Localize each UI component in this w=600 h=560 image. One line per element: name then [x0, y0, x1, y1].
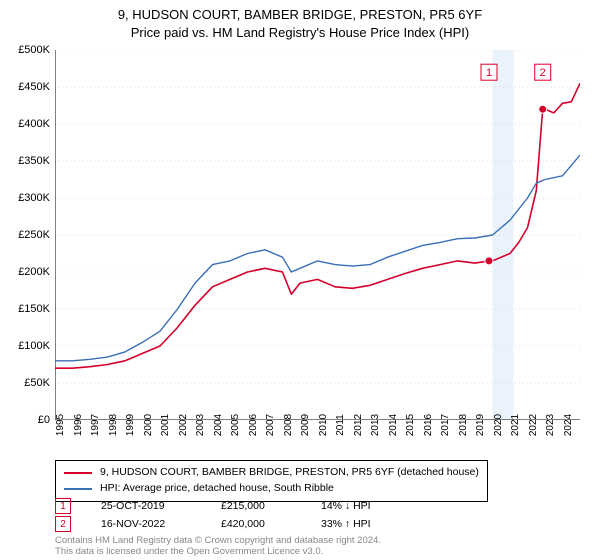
- x-tick-label: 1999: [125, 414, 136, 436]
- sale-marker: 1: [55, 498, 71, 514]
- x-tick-label: 2019: [475, 414, 486, 436]
- sale-price: £420,000: [221, 518, 291, 530]
- credits-line: This data is licensed under the Open Gov…: [55, 546, 381, 557]
- sale-row: 1 25-OCT-2019 £215,000 14% ↓ HPI: [55, 498, 411, 514]
- x-tick-label: 2007: [265, 414, 276, 436]
- x-tick-label: 2001: [160, 414, 171, 436]
- x-tick-label: 2020: [493, 414, 504, 436]
- x-tick-label: 2016: [423, 414, 434, 436]
- y-tick-label: £200K: [0, 266, 50, 278]
- x-tick-label: 2008: [283, 414, 294, 436]
- sale-marker: 2: [55, 516, 71, 532]
- x-tick-label: 2023: [545, 414, 556, 436]
- sale-date: 25-OCT-2019: [101, 500, 191, 512]
- y-tick-label: £450K: [0, 81, 50, 93]
- x-tick-label: 2018: [458, 414, 469, 436]
- x-tick-label: 1996: [73, 414, 84, 436]
- x-tick-label: 2000: [143, 414, 154, 436]
- x-tick-label: 1997: [90, 414, 101, 436]
- x-tick-label: 2011: [335, 414, 346, 436]
- y-tick-label: £250K: [0, 229, 50, 241]
- x-tick-label: 1995: [55, 414, 66, 436]
- legend-label: 9, HUDSON COURT, BAMBER BRIDGE, PRESTON,…: [100, 465, 479, 481]
- x-tick-label: 2015: [405, 414, 416, 436]
- title-subtitle: Price paid vs. HM Land Registry's House …: [0, 24, 600, 42]
- chart-header: 9, HUDSON COURT, BAMBER BRIDGE, PRESTON,…: [0, 0, 600, 42]
- y-tick-label: £150K: [0, 303, 50, 315]
- y-tick-label: £100K: [0, 340, 50, 352]
- legend-swatch: [64, 488, 92, 490]
- x-tick-label: 2006: [248, 414, 259, 436]
- x-tick-label: 2004: [213, 414, 224, 436]
- sale-pct: 14% ↓ HPI: [321, 500, 411, 512]
- x-tick-label: 2024: [563, 414, 574, 436]
- x-tick-label: 2009: [300, 414, 311, 436]
- sale-pct: 33% ↑ HPI: [321, 518, 411, 530]
- x-tick-label: 2021: [510, 414, 521, 436]
- legend-swatch: [64, 472, 92, 474]
- x-tick-label: 2014: [388, 414, 399, 436]
- sale-price: £215,000: [221, 500, 291, 512]
- sales-table: 1 25-OCT-2019 £215,000 14% ↓ HPI 2 16-NO…: [55, 498, 411, 534]
- svg-text:1: 1: [486, 67, 492, 79]
- x-tick-label: 2022: [528, 414, 539, 436]
- svg-text:2: 2: [540, 67, 546, 79]
- y-tick-label: £300K: [0, 192, 50, 204]
- legend: 9, HUDSON COURT, BAMBER BRIDGE, PRESTON,…: [55, 460, 488, 502]
- legend-label: HPI: Average price, detached house, Sout…: [100, 481, 334, 497]
- legend-item: HPI: Average price, detached house, Sout…: [64, 481, 479, 497]
- credits-line: Contains HM Land Registry data © Crown c…: [55, 535, 381, 546]
- sale-date: 16-NOV-2022: [101, 518, 191, 530]
- x-tick-label: 2002: [178, 414, 189, 436]
- chart-svg: 12: [55, 50, 580, 420]
- chart-plot-area: 12 £0£50K£100K£150K£200K£250K£300K£350K£…: [55, 50, 580, 420]
- x-tick-label: 2010: [318, 414, 329, 436]
- x-tick-label: 1998: [108, 414, 119, 436]
- y-tick-label: £350K: [0, 155, 50, 167]
- x-tick-label: 2013: [370, 414, 381, 436]
- y-tick-label: £0: [0, 414, 50, 426]
- title-address: 9, HUDSON COURT, BAMBER BRIDGE, PRESTON,…: [0, 6, 600, 24]
- x-tick-label: 2017: [440, 414, 451, 436]
- x-tick-label: 2012: [353, 414, 364, 436]
- y-tick-label: £50K: [0, 377, 50, 389]
- y-tick-label: £400K: [0, 118, 50, 130]
- sale-row: 2 16-NOV-2022 £420,000 33% ↑ HPI: [55, 516, 411, 532]
- x-tick-label: 2003: [195, 414, 206, 436]
- x-tick-label: 2005: [230, 414, 241, 436]
- credits: Contains HM Land Registry data © Crown c…: [55, 535, 381, 558]
- y-tick-label: £500K: [0, 44, 50, 56]
- legend-item: 9, HUDSON COURT, BAMBER BRIDGE, PRESTON,…: [64, 465, 479, 481]
